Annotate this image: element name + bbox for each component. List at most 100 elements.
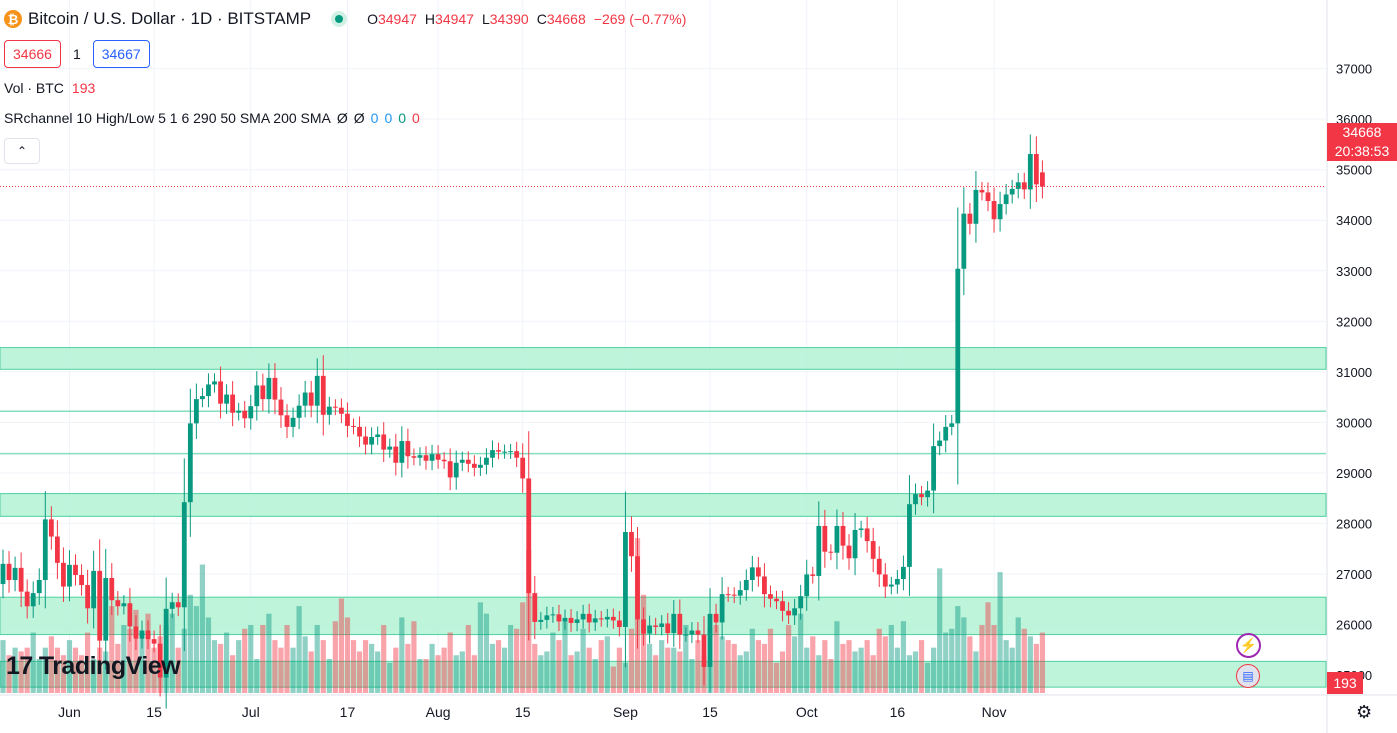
x-tick-label: Jul xyxy=(242,704,260,720)
x-tick-label: Sep xyxy=(613,704,638,720)
volume-bar xyxy=(985,602,991,693)
x-tick-label: Oct xyxy=(796,704,818,720)
candle-body xyxy=(653,625,659,627)
candle-body xyxy=(798,596,804,609)
candle-body xyxy=(502,451,507,453)
volume-bar xyxy=(520,602,526,693)
bolt-icon[interactable]: ⚡ xyxy=(1236,633,1261,658)
candle-body xyxy=(48,519,54,537)
volume-bar xyxy=(91,659,97,693)
y-tick-label: 33000 xyxy=(1336,264,1372,279)
volume-bar xyxy=(931,647,937,693)
candle-body xyxy=(707,613,713,667)
candle-body xyxy=(786,610,791,616)
volume-bar xyxy=(139,632,145,693)
volume-bar xyxy=(217,643,224,693)
volume-bar xyxy=(314,625,320,693)
volume-bar xyxy=(677,651,683,693)
candle-body xyxy=(949,423,955,427)
sell-button[interactable]: 34666 xyxy=(4,40,61,68)
candle-body xyxy=(326,406,332,415)
candle-body xyxy=(901,566,906,579)
candle-body xyxy=(979,189,985,193)
volume-bar xyxy=(393,647,399,693)
volume-bar xyxy=(924,662,931,693)
volume-bar xyxy=(127,628,133,693)
market-status-icon[interactable] xyxy=(331,11,348,27)
candle-body xyxy=(54,536,60,563)
volume-bar xyxy=(834,621,840,693)
volume-bar xyxy=(653,655,659,693)
collapse-legend-button[interactable]: ⌃ xyxy=(4,138,40,164)
volume-bar xyxy=(24,647,30,693)
volume-bar xyxy=(822,640,828,693)
volume-legend[interactable]: Vol · BTC 193 xyxy=(4,80,95,96)
candle-body xyxy=(671,613,677,634)
indicator-value-3: 0 xyxy=(370,110,379,126)
indicator-legend[interactable]: SRchannel 10 High/Low 5 1 6 290 50 SMA 2… xyxy=(4,110,420,126)
candle-body xyxy=(695,630,701,635)
symbol-title[interactable]: Bitcoin / U.S. Dollar · 1D · BITSTAMP xyxy=(28,9,312,28)
candle-body xyxy=(465,459,471,464)
x-tick-label: Nov xyxy=(982,704,1007,720)
volume-bar xyxy=(538,655,544,693)
sr-channel-layer xyxy=(0,347,1327,688)
volume-bar xyxy=(967,636,973,693)
candle-body xyxy=(157,643,163,678)
last-price-value: 34668 xyxy=(1342,124,1382,140)
candle-body xyxy=(689,630,695,635)
low-value: 34390 xyxy=(489,11,529,27)
volume-bar xyxy=(362,640,369,693)
spread-value: 1 xyxy=(72,46,81,62)
candle-body xyxy=(719,594,725,623)
settings-icon[interactable]: ⚙ xyxy=(1356,702,1373,722)
candle-body xyxy=(665,623,671,634)
candle-body xyxy=(115,600,121,607)
volume-bar xyxy=(1015,617,1021,693)
candle-body xyxy=(876,558,882,575)
volume-bar xyxy=(665,647,671,693)
indicator-value-2: Ø xyxy=(353,110,365,126)
bitcoin-icon: ₿ xyxy=(4,10,22,28)
volume-bar xyxy=(514,628,520,693)
candle-body xyxy=(230,394,236,413)
volume-bar xyxy=(266,613,272,693)
candle-body xyxy=(375,434,381,438)
volume-bar xyxy=(973,651,979,693)
y-tick-label: 32000 xyxy=(1336,314,1372,329)
y-tick-label: 29000 xyxy=(1336,466,1372,481)
us-flag-icon[interactable]: ▤ xyxy=(1236,664,1260,688)
candle-body xyxy=(1027,154,1033,190)
volume-bar xyxy=(36,659,42,693)
volume-bar xyxy=(580,628,586,693)
candle-body xyxy=(755,567,761,577)
volume-bar xyxy=(151,647,157,693)
volume-bar xyxy=(169,613,175,693)
buy-button[interactable]: 34667 xyxy=(92,40,150,68)
candle-body xyxy=(659,623,665,627)
volume-bar xyxy=(598,640,604,693)
candle-body xyxy=(73,564,78,575)
volume-bar xyxy=(586,647,592,693)
volume-bar xyxy=(296,606,302,693)
candle-body xyxy=(109,577,115,601)
volume-bar xyxy=(779,651,786,693)
candle-body xyxy=(187,423,193,503)
volume-bar xyxy=(792,636,798,693)
volume-bar xyxy=(284,625,290,693)
candle-body xyxy=(471,463,477,468)
volume-legend-label: Vol · BTC xyxy=(4,80,64,96)
volume-bar xyxy=(405,643,411,693)
y-tick-label: 35000 xyxy=(1336,163,1372,178)
candle-body xyxy=(870,541,876,559)
volume-bar xyxy=(785,625,792,693)
volume-bar xyxy=(199,564,206,693)
tradingview-logo[interactable]: 17 TradingView xyxy=(6,652,181,681)
candle-body xyxy=(435,454,441,460)
candle-body xyxy=(30,593,36,607)
volume-bar xyxy=(731,643,737,693)
volume-bar xyxy=(949,628,955,693)
candle-body xyxy=(254,385,260,407)
volume-bar xyxy=(622,662,629,693)
